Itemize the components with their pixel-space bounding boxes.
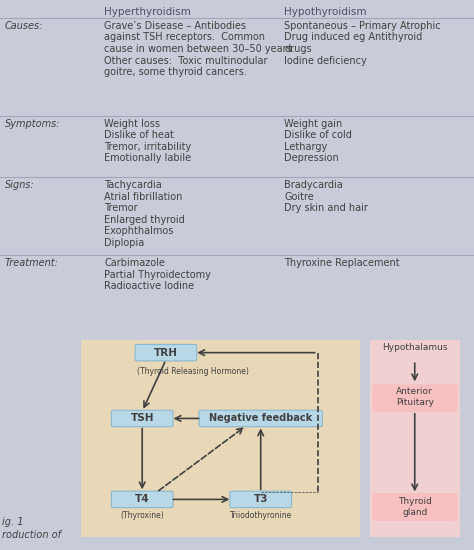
Text: Tachycardia
Atrial fibrillation
Tremor
Enlarged thyroid
Exophthalmos
Diplopia: Tachycardia Atrial fibrillation Tremor E…	[104, 180, 185, 248]
Text: Hypothalamus: Hypothalamus	[382, 343, 447, 352]
Text: Treatment:: Treatment:	[5, 258, 59, 268]
FancyBboxPatch shape	[230, 491, 292, 508]
Text: Spontaneous – Primary Atrophic
Drug induced eg Antithyroid
drugs
Iodine deficien: Spontaneous – Primary Atrophic Drug indu…	[284, 21, 441, 65]
Text: Triiodothyronine: Triiodothyronine	[229, 511, 292, 520]
Text: ig. 1: ig. 1	[2, 517, 24, 527]
Text: (Thyroxine): (Thyroxine)	[120, 511, 164, 520]
FancyBboxPatch shape	[372, 384, 457, 412]
FancyBboxPatch shape	[199, 410, 322, 427]
Text: (Thyroid Releasing Hormone): (Thyroid Releasing Hormone)	[137, 366, 249, 376]
FancyBboxPatch shape	[372, 493, 457, 521]
FancyBboxPatch shape	[111, 491, 173, 508]
Text: Signs:: Signs:	[5, 180, 35, 190]
Text: Hyperthyroidism: Hyperthyroidism	[104, 7, 191, 18]
Text: Thyroxine Replacement: Thyroxine Replacement	[284, 258, 400, 268]
Text: T4: T4	[135, 494, 149, 504]
Text: roduction of: roduction of	[2, 530, 61, 540]
Text: Grave’s Disease – Antibodies
against TSH receptors.  Common
cause in women betwe: Grave’s Disease – Antibodies against TSH…	[104, 21, 295, 77]
Text: Causes:: Causes:	[5, 21, 43, 31]
FancyBboxPatch shape	[135, 344, 197, 361]
Text: TSH: TSH	[130, 414, 154, 424]
Text: Weight loss
Dislike of heat
Tremor, irritability
Emotionally labile: Weight loss Dislike of heat Tremor, irri…	[104, 118, 191, 163]
FancyBboxPatch shape	[71, 335, 465, 542]
Text: Symptoms:: Symptoms:	[5, 118, 60, 129]
Text: T3: T3	[254, 494, 268, 504]
FancyBboxPatch shape	[370, 340, 460, 537]
Text: Thyroid
gland: Thyroid gland	[398, 497, 432, 516]
Text: Bradycardia
Goitre
Dry skin and hair: Bradycardia Goitre Dry skin and hair	[284, 180, 368, 213]
FancyBboxPatch shape	[111, 410, 173, 427]
FancyBboxPatch shape	[0, 289, 474, 327]
Text: Carbimazole
Partial Thyroidectomy
Radioactive Iodine: Carbimazole Partial Thyroidectomy Radioa…	[104, 258, 211, 292]
Text: Weight gain
Dislike of cold
Lethargy
Depression: Weight gain Dislike of cold Lethargy Dep…	[284, 118, 352, 163]
Text: TRH: TRH	[154, 348, 178, 358]
FancyBboxPatch shape	[81, 340, 360, 537]
Text: Negative feedback: Negative feedback	[209, 414, 312, 424]
Text: Anterior
Pituitary: Anterior Pituitary	[396, 387, 434, 406]
Text: Hypothyroidism: Hypothyroidism	[284, 7, 367, 18]
